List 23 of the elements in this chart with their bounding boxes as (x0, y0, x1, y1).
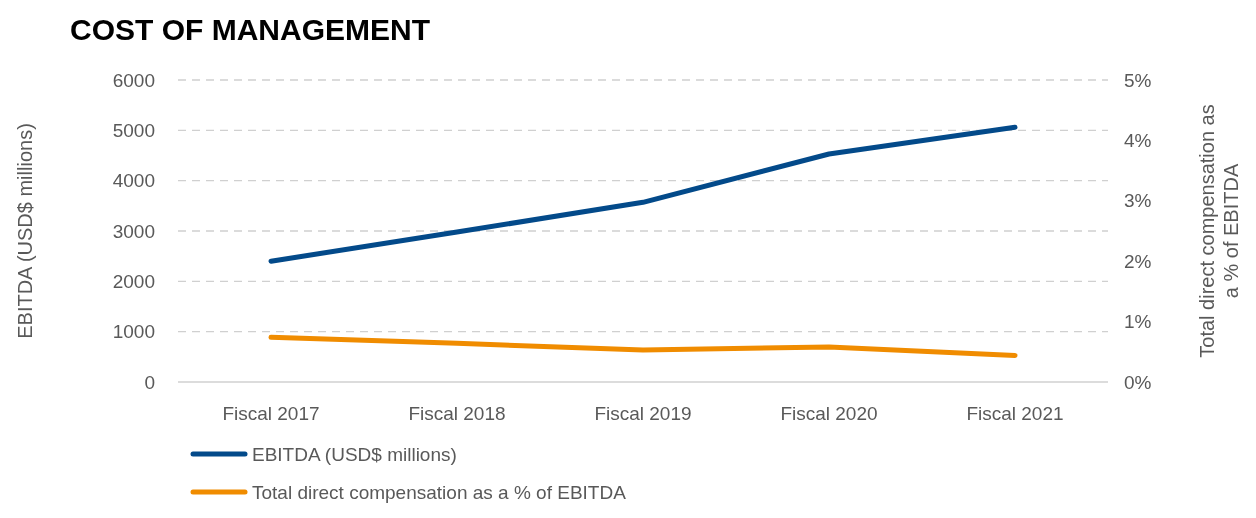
y-tick-label: 5000 (112, 119, 155, 141)
y2-tick-label: 4% (1124, 130, 1152, 152)
y2-axis-title: Total direct compensation as a % of EBITDA (1196, 104, 1242, 358)
y2-tick-label: 3% (1124, 190, 1152, 212)
legend-label: Total direct compensation as a % of EBITDA (252, 481, 627, 503)
y-tick-label: 3000 (112, 220, 155, 242)
y-axis-title: EBITDA (USD$ millions) (14, 123, 36, 339)
chart-title: COST OF MANAGEMENT (70, 13, 430, 46)
y-tick-label: 0 (144, 371, 155, 393)
x-tick-label: Fiscal 2019 (594, 403, 692, 424)
y-tick-label: 6000 (112, 69, 155, 91)
x-tick-label: Fiscal 2017 (222, 403, 320, 424)
x-tick-label: Fiscal 2018 (408, 403, 506, 424)
legend-label: EBITDA (USD$ millions) (252, 443, 457, 465)
y-tick-label: 4000 (112, 170, 155, 192)
y2-tick-label: 5% (1124, 69, 1152, 91)
x-tick-label: Fiscal 2021 (966, 403, 1064, 424)
y2-tick-label: 0% (1124, 371, 1152, 393)
y-tick-label: 2000 (112, 270, 155, 292)
x-tick-label: Fiscal 2020 (780, 403, 878, 424)
y2-tick-label: 2% (1124, 250, 1152, 272)
y2-tick-label: 1% (1124, 311, 1152, 333)
y-tick-label: 1000 (112, 321, 155, 343)
